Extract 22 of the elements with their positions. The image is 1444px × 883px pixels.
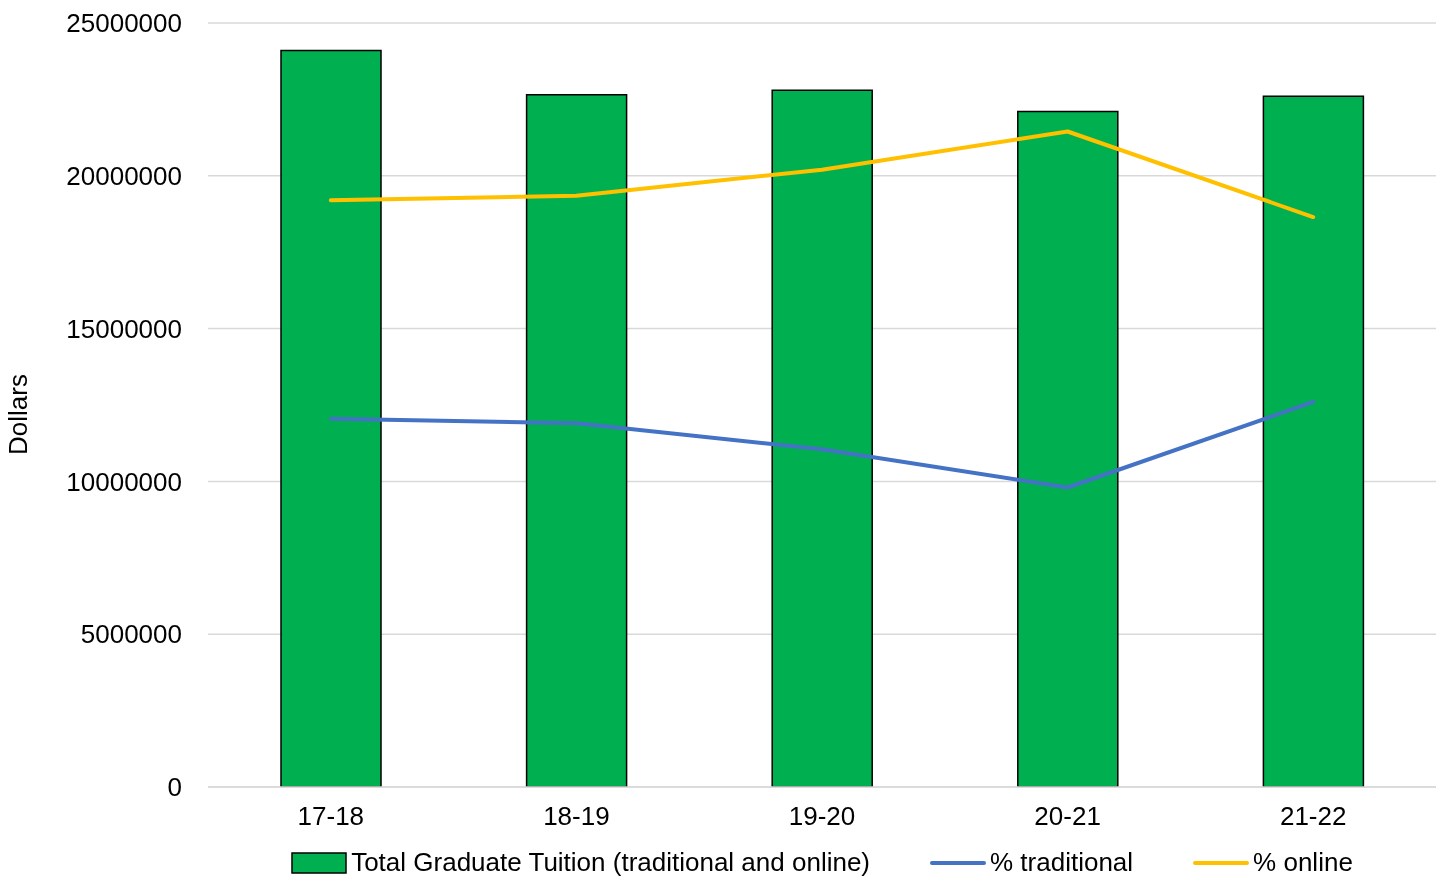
legend-label: % online xyxy=(1252,847,1353,878)
y-tick-label: 25000000 xyxy=(66,8,182,39)
y-tick-label: 10000000 xyxy=(66,466,182,497)
line-series xyxy=(328,129,1316,220)
x-tick-label: 18-19 xyxy=(543,801,610,832)
x-tick-label: 17-18 xyxy=(297,801,365,832)
legend-label: Total Graduate Tuition (traditional and online) xyxy=(350,847,871,878)
y-tick-label: 5000000 xyxy=(80,619,182,650)
x-tick-label: 19-20 xyxy=(788,801,856,832)
line-series xyxy=(328,399,1316,490)
bar xyxy=(1262,95,1365,787)
bar xyxy=(280,49,382,787)
bar xyxy=(771,89,873,787)
legend-label: % traditional xyxy=(989,847,1134,878)
y-tick-label: 0 xyxy=(167,772,182,803)
y-axis-title: Dollars xyxy=(3,374,34,455)
x-tick-label: 21-22 xyxy=(1279,801,1347,832)
y-tick-label: 15000000 xyxy=(66,313,182,344)
y-tick-label: 20000000 xyxy=(66,161,182,192)
bar xyxy=(525,94,628,787)
bar xyxy=(1017,110,1119,787)
x-tick-label: 20-21 xyxy=(1034,801,1101,832)
